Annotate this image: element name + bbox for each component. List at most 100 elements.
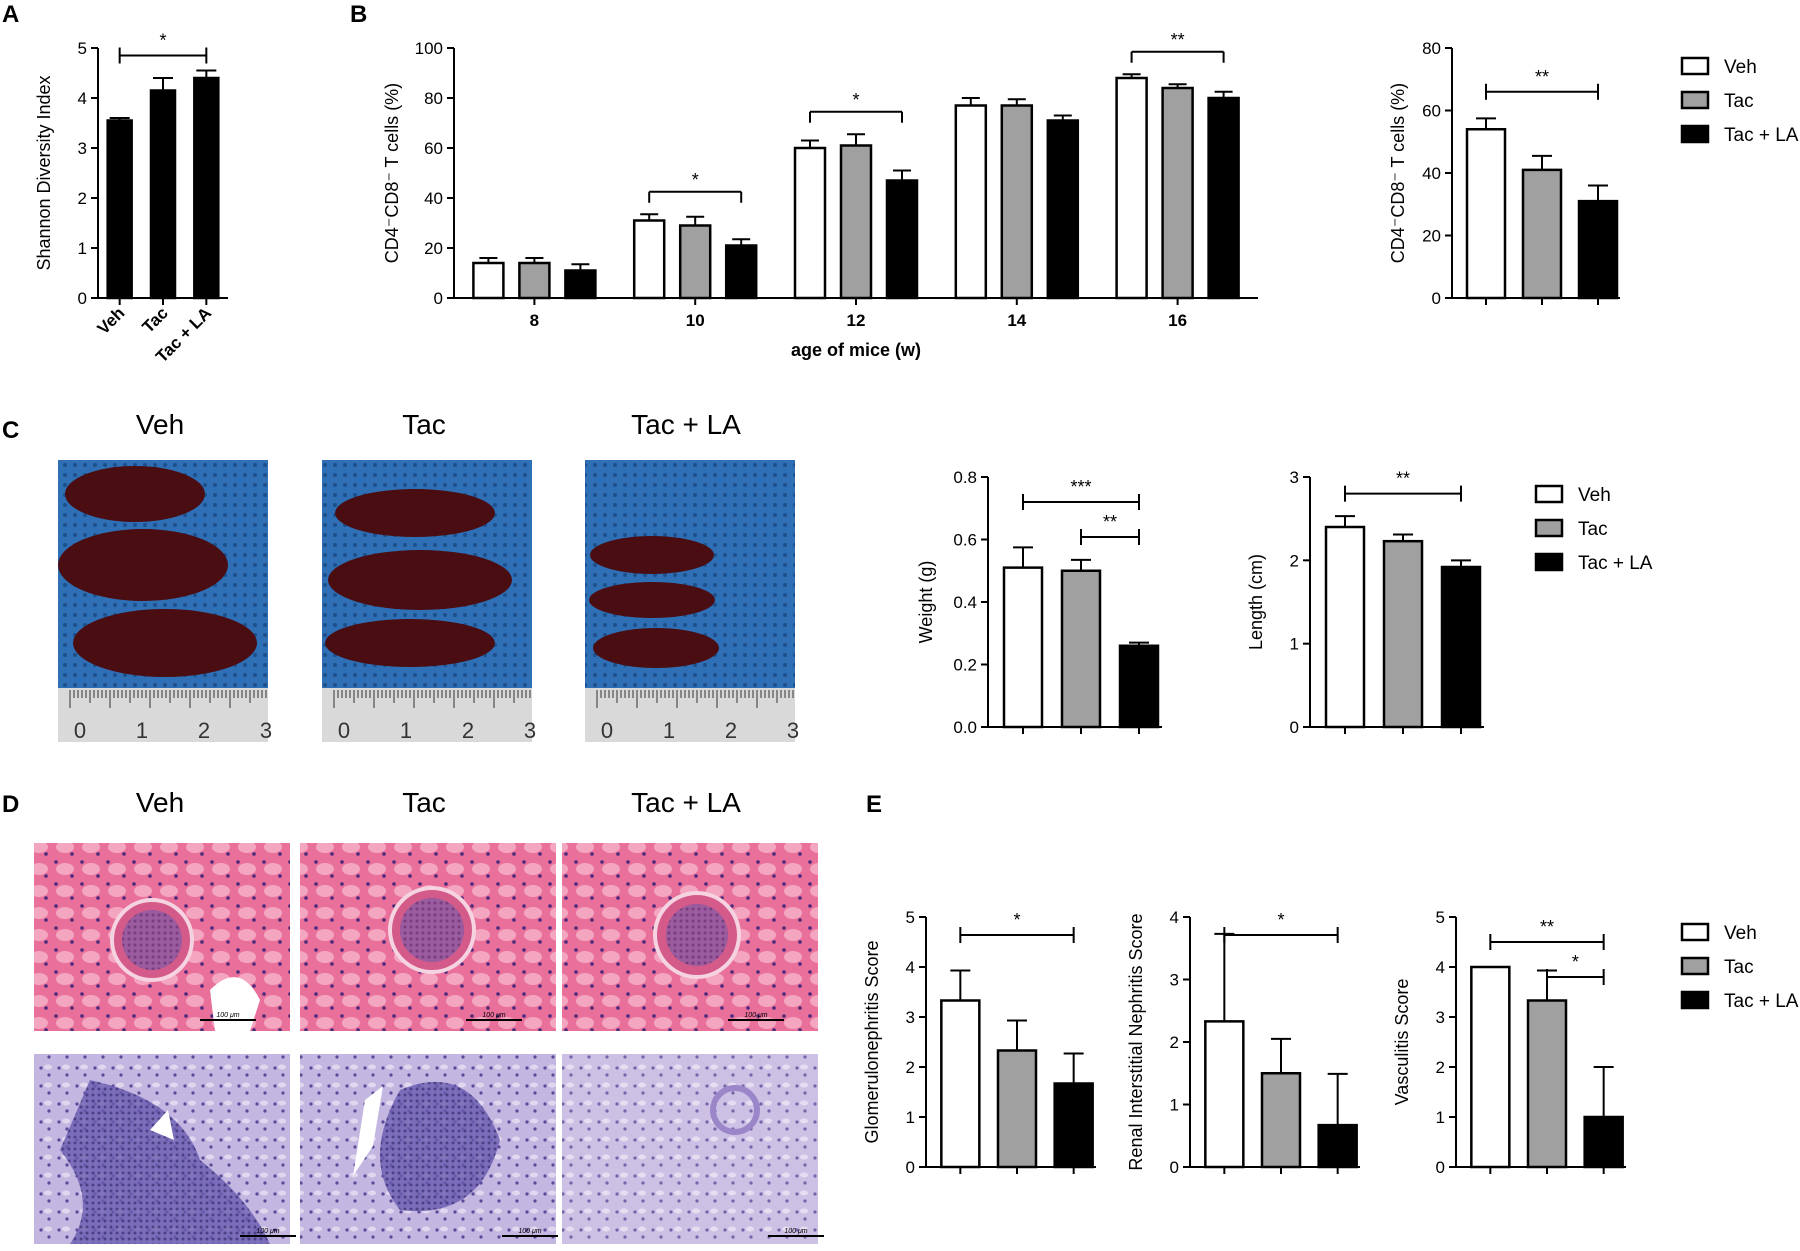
legend-label: Tac + LA: [1724, 991, 1799, 1012]
y-tick-label: 20: [424, 239, 443, 258]
bar-tac: [1521, 168, 1563, 300]
legend-e: Veh Tac Tac + LA: [1680, 922, 1799, 1012]
y-axis-label: CD4⁻CD8⁻ T cells (%): [382, 83, 402, 263]
legend-swatch: [1534, 484, 1564, 504]
ruler-label: 1: [136, 718, 148, 743]
ruler-label: 1: [400, 718, 412, 743]
legend-label: Veh: [1724, 57, 1757, 78]
panel-label-e: E: [866, 791, 882, 818]
panel-label-c: C: [2, 417, 19, 444]
legend-swatch: [1534, 552, 1564, 572]
bar-tac: [1260, 1072, 1302, 1169]
y-tick-label: 60: [424, 139, 443, 158]
legend-swatch: [1680, 56, 1710, 76]
x-tick-label: 10: [686, 311, 705, 330]
bar-veh: [472, 261, 505, 300]
bar-tac: [1526, 999, 1568, 1169]
legend-swatch: [1680, 124, 1710, 144]
scale-bars: 100 μm 100 μm 100 μm 100 μm 100 μm 100 μm: [200, 1012, 824, 1237]
spleen-photo-tac: [322, 460, 532, 742]
x-tick-label: Veh: [94, 303, 129, 338]
panel-label-a: A: [2, 1, 19, 28]
y-tick-label: 100: [415, 39, 443, 58]
legend-label: Veh: [1724, 923, 1757, 944]
ruler-label: 3: [787, 718, 799, 743]
y-tick-label: 20: [1422, 227, 1441, 246]
bar-veh: [1465, 128, 1507, 300]
pas-stain-tacla: [562, 1054, 818, 1244]
y-tick-label: 1: [78, 239, 87, 258]
bar-tac-la: [193, 76, 220, 300]
chart-spleen-length: 0 1 2 3 Length (cm) **: [1246, 468, 1484, 737]
spleen-photo-tacla: [585, 460, 795, 742]
histology-titles: Veh Tac Tac + LA: [136, 787, 741, 818]
bar-tac-la: [1207, 96, 1240, 300]
bar-tac: [1000, 104, 1034, 300]
y-tick-label: 60: [1422, 102, 1441, 121]
ruler-label: 2: [725, 718, 737, 743]
bar-veh: [1324, 525, 1366, 729]
y-tick-label: 3: [906, 1008, 915, 1027]
scale-bar-label: 100 μm: [518, 1228, 541, 1235]
significance-label: **: [1103, 512, 1117, 532]
y-axis-label: Weight (g): [916, 561, 936, 644]
y-tick-label: 2: [1436, 1058, 1445, 1077]
significance-label: ***: [1070, 477, 1091, 497]
y-tick-label: 4: [78, 89, 87, 108]
significance-label: **: [1396, 469, 1410, 489]
bar-tac-la: [1577, 199, 1619, 300]
y-tick-label: 2: [1290, 551, 1299, 570]
y-tick-label: 0: [1290, 718, 1299, 737]
legend-b: Veh Tac Tac + LA: [1680, 56, 1799, 146]
bar-tac: [1060, 569, 1102, 729]
pas-stain-veh: [34, 1054, 290, 1244]
spleen-photo-titles: Veh Tac Tac + LA: [136, 409, 741, 440]
chart-interstitial-nephritis: 0 1 2 3 4 Renal Interstitial Nephritis Score *: [1126, 908, 1360, 1177]
y-tick-label: 0.8: [953, 468, 977, 487]
legend-swatch: [1680, 90, 1710, 110]
significance-label: **: [1540, 917, 1554, 937]
bar-tac-la: [1053, 1082, 1094, 1169]
bar-tac: [839, 144, 873, 300]
y-tick-label: 0: [78, 289, 87, 308]
ruler-label: 2: [198, 718, 210, 743]
bar-tac-la: [1317, 1123, 1358, 1169]
x-tick-label: 14: [1007, 311, 1026, 330]
y-tick-label: 0: [434, 289, 443, 308]
significance-label: *: [1277, 910, 1284, 930]
panel-label-d: D: [2, 791, 19, 818]
bar-tac-la: [1440, 565, 1482, 729]
photo-title-tac: Tac: [402, 409, 446, 440]
x-tick-label: Tac: [139, 303, 172, 336]
y-tick-label: 2: [78, 189, 87, 208]
y-tick-label: 5: [78, 39, 87, 58]
y-tick-label: 0.6: [953, 531, 977, 550]
ruler-label: 3: [260, 718, 272, 743]
y-tick-label: 5: [906, 908, 915, 927]
bar-tac-la: [1583, 1115, 1624, 1169]
bar-tac-la: [1046, 119, 1080, 300]
y-tick-label: 3: [1436, 1008, 1445, 1027]
legend-label: Tac: [1724, 91, 1754, 112]
bar-veh: [793, 146, 827, 300]
panel-label-b: B: [350, 1, 367, 28]
y-tick-label: 4: [906, 958, 915, 977]
histology-title-tac: Tac: [402, 787, 446, 818]
x-tick-label: 12: [847, 311, 866, 330]
y-tick-label: 80: [424, 89, 443, 108]
y-tick-label: 2: [906, 1058, 915, 1077]
y-tick-label: 1: [1170, 1096, 1179, 1115]
bar-tac: [518, 261, 551, 300]
bar-tac-la: [1118, 644, 1160, 729]
y-tick-label: 2: [1170, 1033, 1179, 1052]
scale-bar-label: 100 μm: [256, 1228, 279, 1235]
y-axis-label: Renal Interstitial Nephritis Score: [1126, 913, 1146, 1170]
bar-veh: [1002, 566, 1044, 729]
y-tick-label: 1: [906, 1108, 915, 1127]
ruler-label: 0: [601, 718, 613, 743]
bar-tac: [1161, 86, 1194, 300]
